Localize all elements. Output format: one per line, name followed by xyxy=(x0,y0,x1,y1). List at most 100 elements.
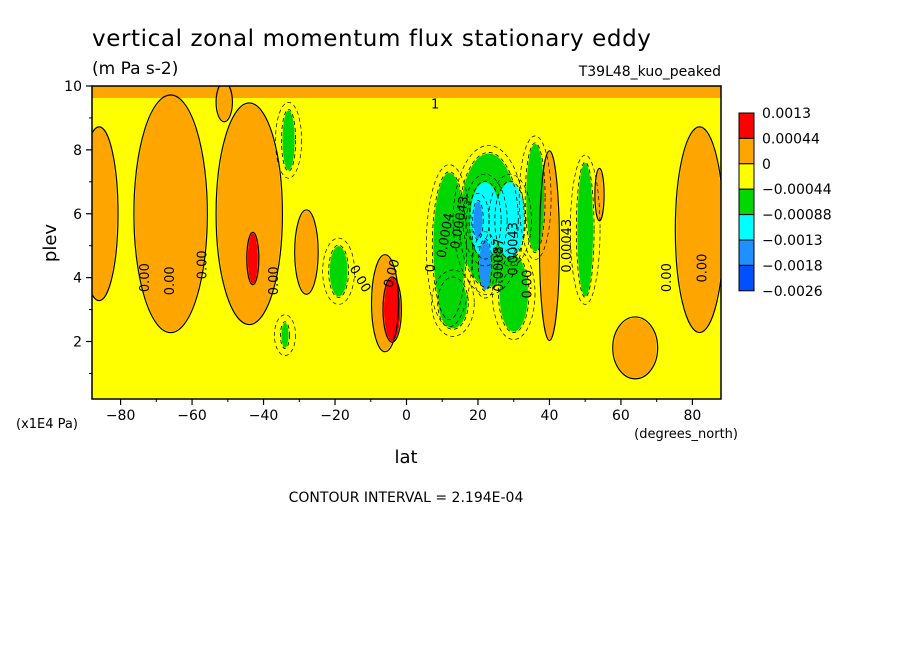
x-axis-units: (degrees_north) xyxy=(634,427,738,442)
contour-line xyxy=(612,316,659,380)
contour-line-outer xyxy=(431,269,475,337)
contour-line-outer xyxy=(462,173,508,267)
contour-line xyxy=(594,167,605,222)
x-tick-label: 40 xyxy=(541,408,559,424)
colorbar-label: 0 xyxy=(762,157,771,173)
contour-line-outer xyxy=(322,237,355,305)
contour-line xyxy=(280,321,290,349)
contour-line-outer xyxy=(425,164,473,328)
colorbar-label: −0.0026 xyxy=(762,284,823,300)
field-region xyxy=(595,169,604,220)
colorbar-swatch xyxy=(738,163,755,190)
y-tick-label: 8 xyxy=(73,143,82,159)
chart-title: vertical zonal momentum flux stationary … xyxy=(92,26,651,52)
contour-label: 0.00 xyxy=(195,250,210,279)
contour-line xyxy=(133,94,208,334)
contour-line xyxy=(524,142,546,254)
contour-label: 1 xyxy=(431,97,439,112)
contour-label: 0.00 xyxy=(521,270,536,299)
contour-label: 0.00043 xyxy=(560,219,575,273)
colorbar-swatch xyxy=(738,239,755,266)
contour-line xyxy=(294,209,319,295)
contour-line xyxy=(472,199,484,241)
field-region xyxy=(383,278,401,342)
colorbar-label: 0.00044 xyxy=(762,131,820,147)
contour-lines xyxy=(92,86,721,380)
field-region xyxy=(470,182,501,259)
contour-field xyxy=(92,86,721,399)
contour-line xyxy=(674,126,721,334)
x-tick-label: 80 xyxy=(683,408,701,424)
field-region xyxy=(438,278,468,329)
field-region xyxy=(295,210,318,294)
contour-line xyxy=(215,102,284,326)
x-axis: −80 −60 −40 −20 0 20 40 60 80 xyxy=(106,399,701,424)
y-tick-label: 4 xyxy=(73,271,82,287)
y-axis-units: (x1E4 Pa) xyxy=(16,417,78,432)
contour-line xyxy=(494,180,526,260)
dataset-label: T39L48_kuo_peaked xyxy=(578,64,721,80)
contour-label: 0.00 xyxy=(267,266,282,295)
contour-line xyxy=(575,161,595,298)
field-region xyxy=(282,110,295,171)
field-region xyxy=(577,163,594,297)
x-tick-label: 60 xyxy=(612,408,630,424)
field-region xyxy=(479,239,491,291)
contour-label: 0.00 xyxy=(163,266,178,295)
colorbar-label: −0.00088 xyxy=(762,208,832,224)
x-tick-label: −20 xyxy=(320,408,350,424)
y-tick-label: 10 xyxy=(64,79,82,95)
field-region xyxy=(329,246,348,297)
colorbar-swatch xyxy=(738,188,755,216)
contour-label: 0.00 xyxy=(381,258,403,290)
colorbar-legend: 0.0013 0.00044 0 −0.00044 −0.00088 −0.0013 −0.… xyxy=(738,106,832,300)
contour-line-outer xyxy=(275,101,302,179)
contour-line-outer xyxy=(472,231,499,299)
contour-line xyxy=(437,276,469,330)
contour-line-outer xyxy=(274,314,296,356)
x-tick-label: 0 xyxy=(402,408,411,424)
contour-line xyxy=(246,231,260,286)
x-tick-label: −80 xyxy=(106,408,136,424)
x-tick-label: −40 xyxy=(249,408,279,424)
contour-line-outer xyxy=(452,145,525,296)
contour-label: 0 xyxy=(424,264,439,272)
contour-line-outer xyxy=(492,247,536,340)
colorbar-label: −0.0018 xyxy=(762,258,823,274)
colorbar-swatch xyxy=(738,137,755,165)
contour-line xyxy=(382,276,403,343)
x-axis-label: lat xyxy=(394,447,417,468)
contour-line xyxy=(92,126,119,302)
field-region xyxy=(134,95,207,332)
y-tick-label: 6 xyxy=(73,207,82,223)
contour-line xyxy=(478,238,493,292)
field-top-band xyxy=(92,86,721,98)
contour-line-outer xyxy=(569,154,601,305)
contour-label: 0.00087 xyxy=(492,238,507,292)
field-region xyxy=(473,201,483,239)
contour-line xyxy=(370,254,400,353)
field-region xyxy=(676,127,721,332)
field-region xyxy=(613,317,657,378)
field-region xyxy=(217,103,282,324)
colorbar-swatch xyxy=(738,214,755,241)
contour-line xyxy=(498,254,530,333)
contour-label: 0.00 xyxy=(138,263,153,292)
colorbar-label: 0.0013 xyxy=(762,106,811,122)
x-tick-label: −60 xyxy=(177,408,207,424)
contour-labels: 0.00 0.000.000.00 0.00 0.00 00.00040.000430.… xyxy=(138,97,711,298)
contour-line xyxy=(468,180,502,260)
contour-label: 0.00 xyxy=(660,263,675,292)
field-region xyxy=(281,322,289,348)
contour-label: 0.00043 xyxy=(506,222,521,276)
contour-line xyxy=(538,150,560,342)
contour-label: 0.00 xyxy=(696,254,711,283)
contour-line xyxy=(215,86,233,123)
x-tick-label: 20 xyxy=(469,408,487,424)
contour-line-outer xyxy=(518,135,552,261)
colorbar-swatch xyxy=(738,112,755,139)
field-region xyxy=(92,127,118,300)
y-axis-label: plev xyxy=(40,224,61,263)
